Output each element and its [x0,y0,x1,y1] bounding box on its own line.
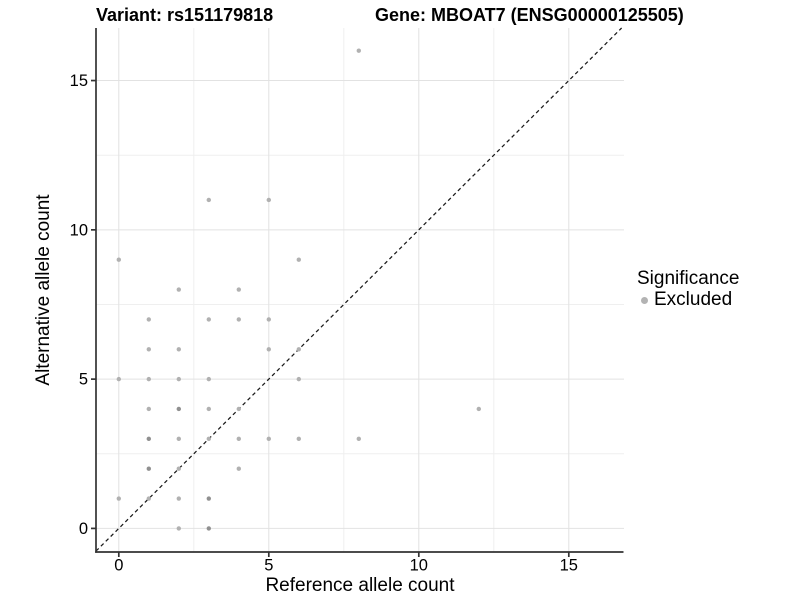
data-point [206,317,211,322]
legend-item-excluded: Excluded [637,290,739,310]
data-point [236,436,241,442]
data-point [176,347,181,352]
excluded-point-icon [641,296,648,304]
data-point [176,466,181,471]
data-point [206,526,211,531]
legend-title: Significance [637,268,740,289]
x-tick-label: 15 [560,557,578,575]
x-axis-title: Reference allele count [265,575,455,596]
data-point [176,526,181,531]
x-tick-label: 5 [264,557,273,575]
data-point [296,376,301,382]
data-point [176,287,181,292]
x-tick-label: 10 [410,557,428,575]
data-point [146,466,151,471]
y-tick-label: 15 [70,72,88,90]
data-point [206,436,211,442]
identity-line [95,27,623,552]
data-point [206,406,211,412]
data-point [116,376,122,382]
y-tick-label: 10 [70,221,88,239]
legend-item-label: Excluded [654,289,733,310]
data-point [296,436,301,442]
data-point [206,376,211,382]
legend: Significance Excluded [637,268,739,310]
data-point [266,347,271,352]
data-point [146,347,151,352]
data-point [146,436,151,442]
data-point [236,287,241,292]
data-point [146,317,151,322]
x-tick-label: 0 [114,557,123,575]
y-tick-label: 0 [79,520,88,538]
data-point [146,406,151,412]
data-point [296,257,301,262]
data-point [176,436,181,442]
data-point [176,406,181,412]
data-point [236,317,241,322]
data-point [146,496,151,501]
data-point [176,376,181,382]
data-point [206,197,211,203]
data-point [176,496,181,501]
data-point [236,406,241,412]
variant-title: Variant: rs151179818 [96,5,274,25]
data-point [476,406,481,412]
y-axis-title: Alternative allele count [33,194,54,386]
data-point [116,257,122,262]
data-point [116,496,122,501]
data-point [266,197,271,203]
data-point [296,347,301,352]
y-tick-label: 5 [79,371,88,389]
data-point [146,376,151,382]
data-point [266,317,271,322]
data-point [266,436,271,442]
data-point [206,496,211,501]
data-point [356,48,361,53]
data-point [236,466,241,471]
gene-title: Gene: MBOAT7 (ENSG00000125505) [375,5,684,25]
data-point [356,436,361,442]
